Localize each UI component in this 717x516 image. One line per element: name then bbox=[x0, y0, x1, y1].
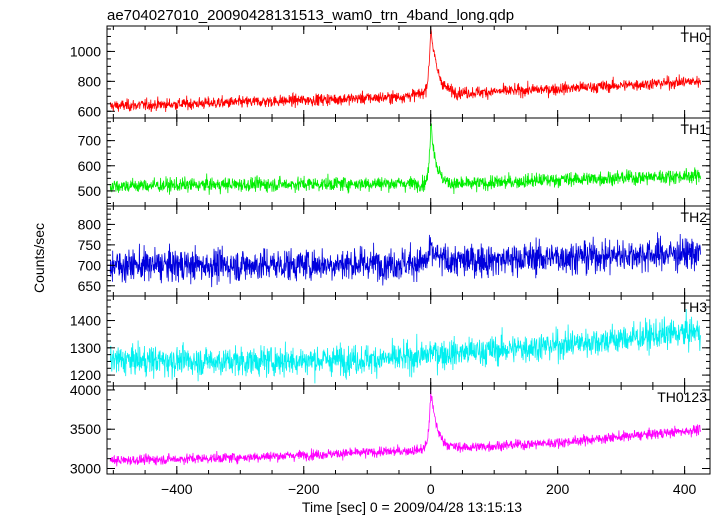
panel-label-th0123: TH0123 bbox=[657, 389, 707, 405]
y-tick-label: 800 bbox=[78, 216, 102, 232]
y-tick-label: 600 bbox=[78, 103, 102, 119]
series-line-th2 bbox=[109, 232, 701, 288]
y-tick-label: 650 bbox=[78, 278, 102, 294]
series-line-th0 bbox=[109, 29, 701, 113]
y-tick-label: 1200 bbox=[70, 367, 101, 383]
panel-th1: 500 600 700 TH1 bbox=[78, 117, 711, 207]
series-line-th3 bbox=[109, 308, 701, 384]
panel-th3: 1200 1300 1400 TH3 bbox=[70, 295, 711, 387]
panels-group: 600 800 1000 TH0 500 600 700 TH1 650 700 750 800 TH2… bbox=[70, 25, 711, 477]
panel-th0123: 3000 3500 4000 TH0123 bbox=[70, 382, 711, 477]
panel-frame bbox=[106, 385, 711, 475]
y-tick-label: 600 bbox=[78, 158, 102, 174]
panel-th0: 600 800 1000 TH0 bbox=[70, 25, 711, 119]
panel-label-th2: TH2 bbox=[681, 209, 708, 225]
y-tick-label: 3500 bbox=[70, 421, 101, 437]
x-tick-label: −200 bbox=[288, 481, 320, 497]
y-tick-label: 750 bbox=[78, 237, 102, 253]
series-line-th1 bbox=[109, 122, 701, 195]
panel-label-th3: TH3 bbox=[681, 299, 708, 315]
y-tick-label: 1000 bbox=[70, 43, 101, 59]
y-tick-label: 3000 bbox=[70, 461, 101, 477]
x-tick-label: −400 bbox=[161, 481, 193, 497]
y-tick-label: 500 bbox=[78, 183, 102, 199]
y-axis-label: Counts/sec bbox=[31, 223, 47, 293]
y-tick-label: 1400 bbox=[70, 313, 101, 329]
x-tick-label: 400 bbox=[673, 481, 697, 497]
y-tick-label: 700 bbox=[78, 133, 102, 149]
y-tick-label: 1300 bbox=[70, 340, 101, 356]
y-tick-label: 700 bbox=[78, 257, 102, 273]
y-tick-label: 4000 bbox=[70, 382, 101, 398]
chart-title: ae704027010_20090428131513_wam0_trn_4ban… bbox=[107, 7, 514, 24]
x-tick-label: 0 bbox=[427, 481, 435, 497]
panel-frame bbox=[106, 117, 711, 207]
series-line-th0123 bbox=[109, 390, 701, 467]
x-axis: −400 −200 0 200 400 bbox=[161, 481, 696, 497]
y-tick-label: 800 bbox=[78, 73, 102, 89]
panel-label-th0: TH0 bbox=[681, 29, 708, 45]
x-tick-label: 200 bbox=[546, 481, 570, 497]
x-axis-label: Time [sec] 0 = 2009/04/28 13:15:13 bbox=[302, 499, 522, 515]
panel-th2: 650 700 750 800 TH2 bbox=[78, 205, 711, 297]
panel-label-th1: TH1 bbox=[681, 121, 708, 137]
